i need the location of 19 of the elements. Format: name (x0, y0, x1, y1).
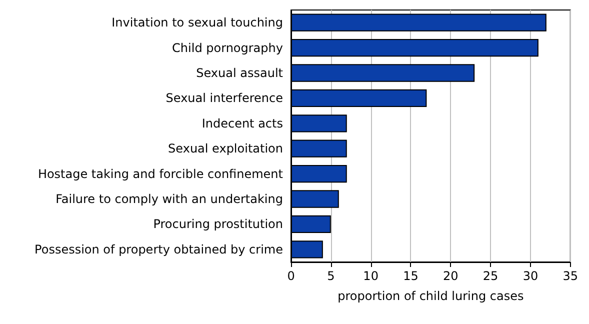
x-tick-label: 35 (562, 269, 578, 283)
y-tick-label: Possession of property obtained by crime (34, 242, 283, 256)
y-tick-label: Invitation to sexual touching (112, 16, 283, 30)
x-tick-label: 30 (522, 269, 538, 283)
y-tick-label: Sexual exploitation (168, 142, 283, 156)
x-tick-label: 20 (442, 269, 458, 283)
y-tick-label: Indecent acts (202, 116, 283, 130)
x-axis-title: proportion of child luring cases (338, 289, 524, 303)
x-tick-label: 10 (363, 269, 378, 283)
x-tick-label: 25 (482, 269, 498, 283)
y-tick-label: Sexual assault (196, 66, 284, 80)
y-tick-label: Child pornography (172, 40, 283, 55)
y-tick-label: Failure to comply with an undertaking (56, 192, 283, 206)
x-tick-label: 15 (403, 269, 418, 283)
x-tick-label: 0 (287, 269, 295, 283)
x-tick-label: 5 (327, 269, 335, 283)
y-tick-label: Hostage taking and forcible confinement (38, 166, 284, 181)
y-tick-label: Sexual interference (166, 91, 283, 106)
y-tick-label: Procuring prostitution (153, 217, 283, 232)
